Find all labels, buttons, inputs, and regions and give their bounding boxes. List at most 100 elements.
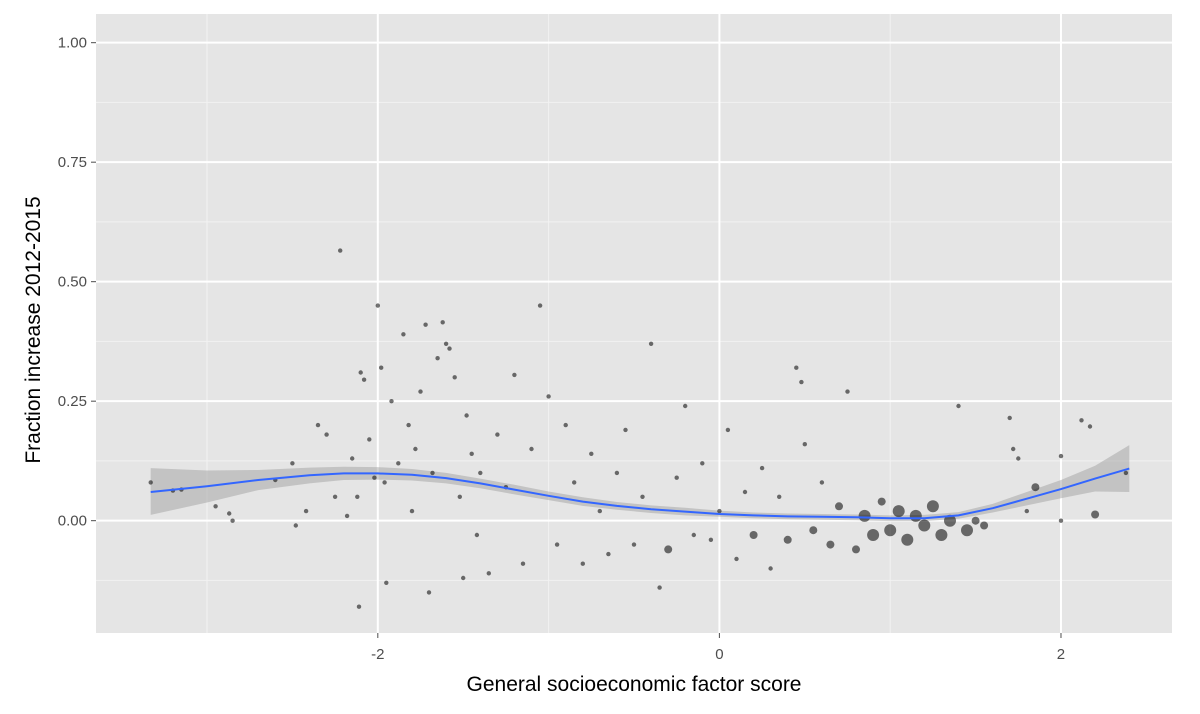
data-point xyxy=(338,248,343,253)
data-point xyxy=(1079,418,1084,423)
y-tick-label: 1.00 xyxy=(58,35,87,52)
data-point xyxy=(809,526,818,535)
data-point xyxy=(1058,518,1064,523)
data-point xyxy=(495,432,500,437)
smooth-line xyxy=(150,467,1130,520)
data-point xyxy=(572,480,577,485)
data-point xyxy=(700,461,705,466)
data-point xyxy=(512,372,517,378)
data-point xyxy=(361,377,367,382)
data-point xyxy=(884,524,897,537)
data-point xyxy=(435,356,440,361)
data-point xyxy=(892,505,905,518)
plot-panel xyxy=(96,14,1172,633)
data-point xyxy=(413,446,418,452)
data-point xyxy=(623,427,628,433)
data-point xyxy=(961,524,973,537)
data-point xyxy=(734,556,739,562)
data-point xyxy=(1087,424,1093,429)
data-point xyxy=(440,320,445,325)
data-point xyxy=(367,437,372,442)
x-axis-ticks: -2 0 2 xyxy=(371,633,1065,663)
data-point xyxy=(529,446,534,452)
data-point xyxy=(382,480,387,485)
data-point xyxy=(423,322,428,327)
data-point xyxy=(852,545,860,554)
data-point xyxy=(375,303,380,308)
data-point xyxy=(401,332,406,337)
data-point xyxy=(580,561,585,566)
data-point xyxy=(372,475,377,480)
smooth-line-path xyxy=(150,467,1130,520)
data-point xyxy=(443,341,449,346)
y-tick-label: 0.25 xyxy=(58,393,87,410)
data-point xyxy=(749,531,758,539)
data-point xyxy=(683,403,688,409)
data-point xyxy=(956,403,961,409)
data-point xyxy=(290,461,295,466)
data-point xyxy=(426,590,432,595)
data-point xyxy=(648,341,654,346)
data-point xyxy=(389,399,394,404)
data-point xyxy=(293,523,298,528)
data-point xyxy=(1058,453,1064,459)
data-point xyxy=(230,518,235,523)
x-tick-label: 0 xyxy=(715,646,723,663)
x-tick-label: -2 xyxy=(371,646,384,663)
x-axis-title: General socioeconomic factor score xyxy=(467,673,802,696)
data-point xyxy=(1016,456,1021,461)
data-point xyxy=(640,494,645,499)
data-point xyxy=(926,500,939,513)
data-point xyxy=(148,480,153,485)
data-point xyxy=(356,604,362,609)
data-point xyxy=(332,494,338,499)
data-point xyxy=(384,580,389,585)
data-point xyxy=(430,470,435,476)
minor-gridlines xyxy=(96,14,1172,633)
y-tick-label: 0.00 xyxy=(58,513,87,530)
data-point xyxy=(631,542,637,547)
data-point xyxy=(457,494,462,499)
data-point xyxy=(980,521,989,530)
data-point xyxy=(909,509,922,522)
data-point xyxy=(1031,483,1040,492)
data-point xyxy=(355,494,360,499)
data-point xyxy=(213,504,218,509)
y-axis-ticks: 0.00 0.25 0.50 0.75 1.00 xyxy=(58,35,96,530)
data-points xyxy=(148,248,1129,609)
confidence-band-area xyxy=(150,445,1130,522)
data-point xyxy=(664,545,673,554)
data-point xyxy=(759,465,765,471)
data-point xyxy=(918,519,931,532)
y-axis-title: Fraction increase 2012-2015 xyxy=(22,196,45,463)
data-point xyxy=(1091,510,1100,519)
data-point xyxy=(877,497,886,506)
data-point xyxy=(315,422,321,428)
data-point xyxy=(344,513,350,519)
data-point xyxy=(708,537,714,542)
data-point xyxy=(802,442,807,447)
data-point xyxy=(971,516,980,525)
data-point xyxy=(447,346,452,351)
data-point xyxy=(486,571,491,576)
data-point xyxy=(826,540,835,549)
data-point xyxy=(303,508,309,514)
y-tick-label: 0.50 xyxy=(58,274,87,291)
data-point xyxy=(799,379,804,385)
data-point xyxy=(227,511,232,516)
data-point xyxy=(589,451,594,456)
data-point xyxy=(777,494,782,499)
data-point xyxy=(858,509,871,522)
data-point xyxy=(901,533,914,546)
data-point xyxy=(396,461,401,466)
x-tick-label: 2 xyxy=(1057,646,1065,663)
data-point xyxy=(1007,415,1012,421)
y-tick-label: 0.75 xyxy=(58,154,87,171)
data-point xyxy=(452,375,457,380)
data-point xyxy=(717,508,722,514)
data-point xyxy=(469,451,474,456)
data-point xyxy=(418,389,423,394)
data-point xyxy=(350,456,355,461)
